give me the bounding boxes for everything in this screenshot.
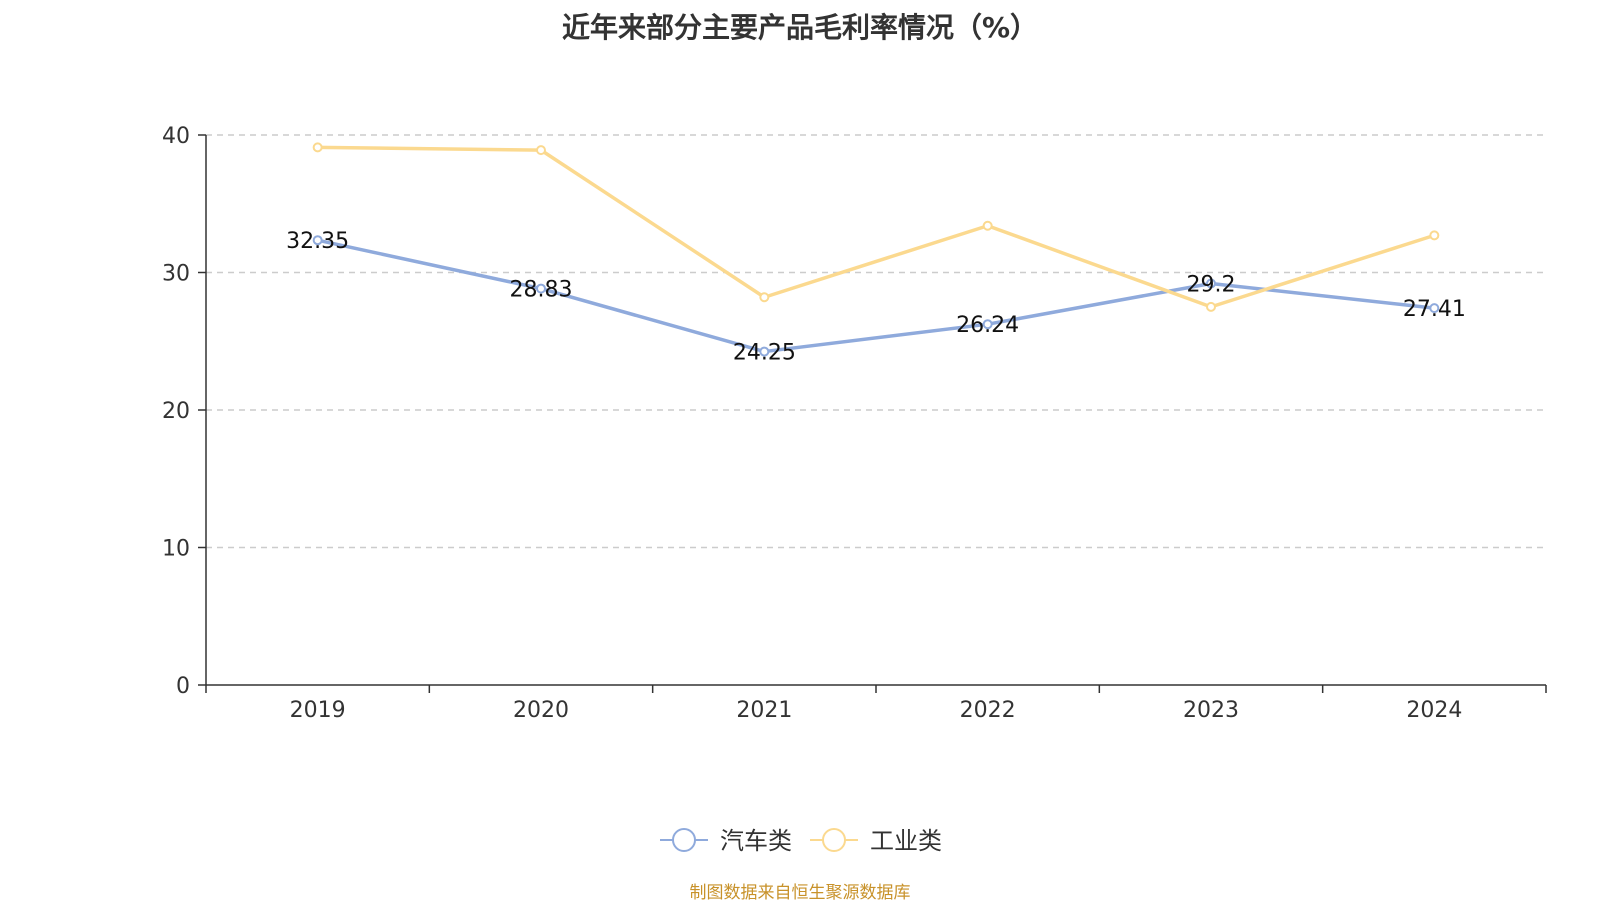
x-tick-label: 2024 (1406, 698, 1462, 723)
legend: 汽车类 工业类 (660, 827, 942, 855)
data-point (1429, 303, 1440, 314)
data-label: 27.41 (1403, 297, 1466, 322)
series (312, 142, 1440, 357)
data-point (1429, 230, 1440, 241)
data-labels: 32.35 28.83 24.25 26.24 29.2 27.41 (286, 229, 1466, 365)
data-point (982, 319, 993, 330)
series-line (315, 238, 1437, 354)
data-point (759, 346, 770, 357)
y-tick-label: 40 (162, 124, 190, 149)
data-point (312, 235, 323, 246)
axes: 0 10 20 30 40 2019 2020 2021 2022 2023 2024 (162, 124, 1547, 723)
y-tick-label: 10 (162, 537, 190, 562)
data-point (1206, 301, 1216, 312)
x-tick-label: 2021 (736, 698, 792, 723)
y-tick-label: 20 (162, 399, 190, 424)
x-tick-label: 2022 (960, 698, 1016, 723)
data-point (982, 220, 993, 231)
legend-label: 工业类 (870, 827, 942, 855)
legend-label: 汽车类 (720, 827, 792, 855)
data-point (536, 283, 546, 294)
data-label: 29.2 (1187, 273, 1236, 298)
x-tick-label: 2023 (1183, 698, 1239, 723)
series-line (315, 145, 1437, 309)
chart-title: 近年来部分主要产品毛利率情况（%） (561, 11, 1039, 44)
data-label: 24.25 (733, 341, 796, 366)
data-label: 32.35 (286, 229, 349, 254)
data-label: 26.24 (956, 313, 1019, 338)
data-point (759, 292, 770, 303)
legend-marker (822, 828, 846, 852)
data-point (536, 145, 546, 156)
y-tick-label: 0 (176, 674, 190, 699)
x-tick-label: 2020 (513, 698, 569, 723)
y-tick-label: 30 (162, 262, 190, 287)
x-tick-label: 2019 (290, 698, 346, 723)
data-point (312, 142, 323, 153)
legend-marker (672, 828, 696, 852)
data-source-note: 制图数据来自恒生聚源数据库 (689, 883, 911, 903)
gridlines (206, 134, 1546, 549)
data-label: 28.83 (510, 278, 573, 303)
data-point (1206, 278, 1216, 289)
